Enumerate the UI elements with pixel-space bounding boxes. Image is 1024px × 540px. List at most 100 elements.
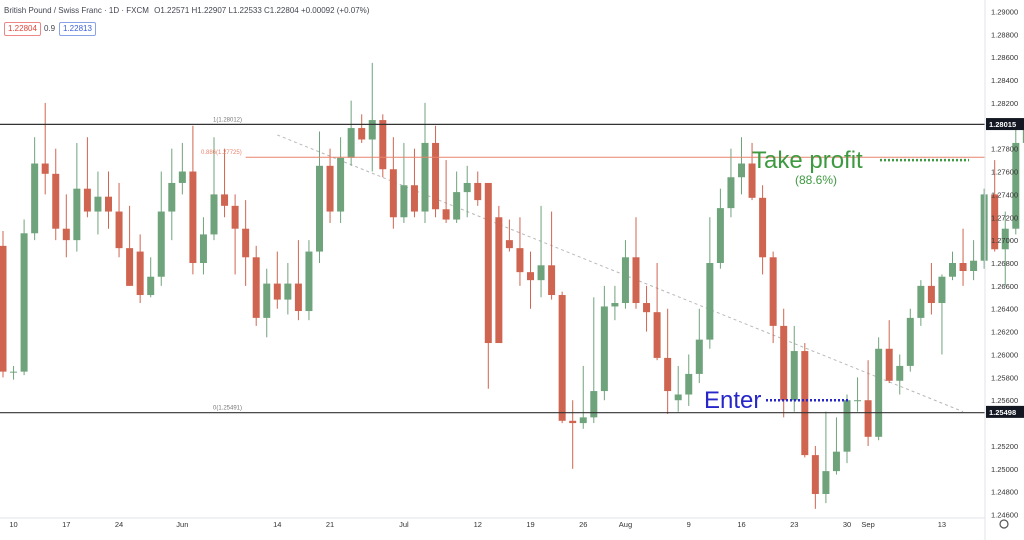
candle-body [537, 265, 545, 281]
candle-body [959, 263, 967, 272]
candle-body [906, 317, 914, 366]
price-label-box [986, 118, 1024, 131]
take-profit-label: Take profit [752, 147, 863, 174]
candle-body [822, 471, 830, 494]
time-tick-label: 19 [526, 520, 534, 529]
candle-body [105, 196, 112, 212]
candle-body [347, 128, 355, 158]
time-tick-label: Jul [399, 520, 409, 529]
candle [854, 377, 862, 412]
candle [136, 234, 144, 304]
candle [579, 365, 587, 429]
candle-body [242, 228, 250, 258]
price-tick-label: 1.26800 [991, 259, 1018, 268]
candle [495, 205, 503, 344]
candle-body [389, 169, 397, 218]
buy-price-button[interactable]: 1.22813 [59, 22, 96, 36]
candle [822, 411, 830, 504]
candle [484, 182, 492, 389]
candle-body [189, 171, 197, 264]
candle-body [20, 233, 28, 372]
candle-body [442, 209, 450, 220]
candle-body [41, 163, 49, 174]
candle-body [621, 257, 629, 304]
settings-gear-icon[interactable] [999, 519, 1009, 529]
candle [832, 417, 840, 475]
candle [347, 100, 355, 166]
candle-body [368, 120, 376, 140]
candle [959, 228, 967, 286]
candle [885, 320, 893, 384]
candle-body [643, 303, 651, 313]
candle [600, 285, 608, 401]
level-lines [0, 123, 985, 414]
trend-line[interactable] [277, 134, 964, 413]
candle-body [1001, 228, 1009, 250]
candle [305, 240, 313, 321]
price-axis: 1.29000 1.28800 1.28600 1.28400 1.28200 1.278… [984, 0, 1024, 540]
time-tick-label: Jun [176, 520, 188, 529]
price-label-box [986, 405, 1024, 418]
candle [643, 285, 651, 332]
candle-body [516, 248, 524, 273]
candle-body [157, 211, 165, 277]
price-tick-label: 1.24800 [991, 488, 1018, 497]
candle-body [590, 391, 598, 418]
time-axis: 10 17 24 Jun 14 21 Jul 12 19 26 Aug 9 16 23 30 Sep 13 [0, 517, 985, 529]
candle-body [748, 163, 756, 198]
candle [896, 354, 904, 395]
candle [1022, 124, 1024, 143]
candle [210, 137, 218, 241]
candle [157, 171, 165, 286]
candle [273, 251, 281, 309]
candle-body [759, 197, 767, 258]
candle [379, 114, 387, 178]
candle-body [832, 451, 840, 472]
fib-top-label: 1(1.28012) [213, 117, 242, 123]
candle [970, 240, 978, 281]
price-tick-label: 1.26600 [991, 282, 1018, 291]
candle [716, 188, 724, 269]
candle [759, 185, 767, 275]
candle [875, 337, 883, 441]
time-tick-label: 10 [9, 520, 17, 529]
candle [590, 297, 598, 424]
candle [505, 219, 513, 252]
candle [316, 131, 323, 264]
candle-body [453, 192, 461, 220]
candle [769, 251, 777, 344]
candle-body [284, 283, 292, 300]
candle-body [611, 303, 619, 307]
time-tick-label: 14 [273, 520, 281, 529]
candle [1001, 211, 1009, 286]
candle [242, 200, 250, 286]
price-tick-label: 1.29000 [991, 7, 1018, 16]
candle-body [780, 325, 788, 401]
price-tick-label: 1.24600 [991, 511, 1018, 520]
candle [263, 268, 271, 338]
candle [527, 251, 534, 309]
candle-body [896, 365, 904, 381]
candle-body [970, 260, 978, 272]
price-tick-label: 1.27800 [991, 145, 1018, 154]
sell-price-button[interactable]: 1.22804 [4, 22, 41, 36]
candle [790, 325, 798, 412]
candle [20, 219, 28, 376]
candles-layer [0, 62, 1024, 509]
candle [727, 148, 735, 218]
candle-body [31, 163, 39, 234]
candle-body [168, 182, 176, 212]
candle [83, 137, 91, 218]
candle-body [263, 283, 271, 318]
candle-body [178, 171, 186, 183]
candle [558, 291, 566, 424]
candle-body [126, 248, 134, 286]
candle-body [463, 182, 471, 193]
candle-body [337, 157, 345, 212]
candle-body [305, 251, 313, 312]
candle [189, 125, 197, 275]
price-tick-label: 1.25200 [991, 442, 1018, 451]
candle [738, 137, 745, 195]
candle [178, 142, 186, 195]
